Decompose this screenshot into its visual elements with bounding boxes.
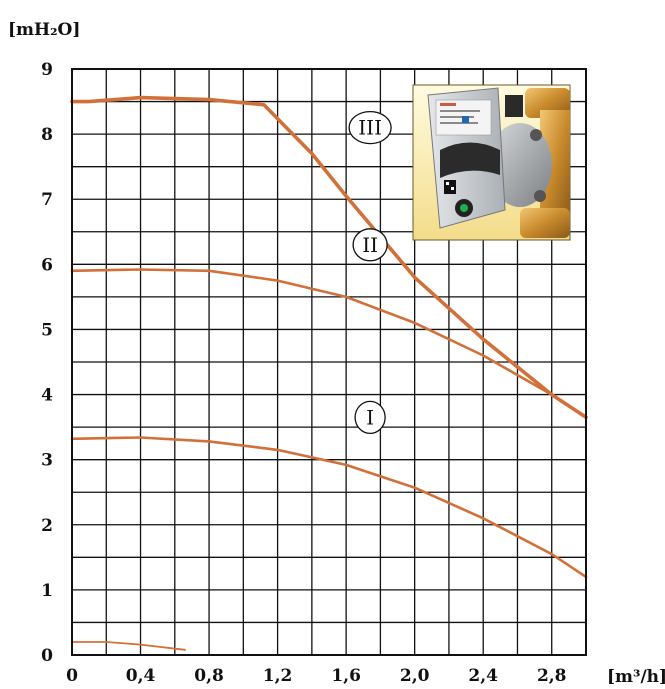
x-tick-label: 0 — [66, 666, 78, 686]
y-tick-label: 7 — [41, 190, 53, 210]
y-tick-label: 5 — [41, 320, 53, 340]
x-tick-label: 1,2 — [263, 666, 293, 686]
y-tick-label: 1 — [41, 581, 53, 601]
plot-frame — [71, 68, 587, 656]
y-tick-label: 8 — [41, 125, 53, 145]
curve-iii — [70, 95, 588, 420]
tick-labels: 0 0,4 0,8 1,2 1,6 2,0 2,4 2,8 0 1 2 3 4 5 6 7 8 9 — [41, 60, 566, 686]
x-tick-label: 2,0 — [400, 666, 430, 686]
curve-label-circle — [354, 400, 386, 434]
y-tick-label: 0 — [41, 646, 53, 666]
curve-ii — [70, 268, 588, 419]
x-tick-label: 1,6 — [331, 666, 361, 686]
y-tick-label: 6 — [41, 255, 53, 275]
curve-low — [71, 641, 186, 651]
pump-photo — [412, 84, 571, 241]
y-tick-label: 4 — [41, 386, 53, 406]
x-axis-label: [m³/h] — [607, 667, 665, 687]
curve-label-iii: III — [358, 116, 382, 140]
curve-i — [70, 436, 588, 579]
curves — [70, 95, 588, 651]
curve-label-circle — [352, 228, 388, 262]
y-tick-label: 9 — [41, 60, 53, 80]
curve-label-circle — [348, 110, 392, 145]
x-tick-label: 2,4 — [468, 666, 498, 686]
x-tick-label: 2,8 — [537, 666, 567, 686]
x-tick-label: 0,4 — [126, 666, 156, 686]
y-axis-label: [mH₂O] — [8, 20, 80, 40]
curve-label-i: I — [366, 405, 374, 429]
curve-label-ii: II — [362, 233, 378, 257]
y-tick-label: 2 — [41, 516, 53, 536]
y-tick-label: 3 — [41, 451, 53, 471]
x-tick-label: 0,8 — [194, 666, 224, 686]
